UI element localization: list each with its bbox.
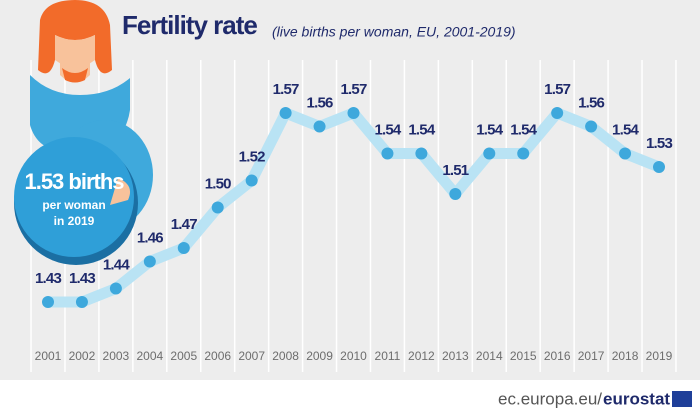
marker	[551, 107, 564, 119]
value-label: 1.43	[69, 270, 95, 287]
value-label: 1.52	[239, 148, 265, 165]
callout-text: in 2019	[54, 214, 95, 228]
value-label: 1.56	[307, 94, 333, 111]
x-tick-label: 2012	[408, 349, 435, 363]
marker	[42, 296, 54, 308]
chart-subtitle: (live births per woman, EU, 2001-2019)	[272, 24, 516, 40]
x-tick-label: 2003	[103, 349, 130, 363]
marker	[483, 147, 496, 160]
x-tick-label: 2013	[442, 349, 469, 363]
value-label: 1.46	[137, 229, 163, 246]
value-label: 1.54	[408, 121, 435, 138]
value-label: 1.47	[171, 216, 197, 233]
x-tick-label: 2001	[35, 349, 62, 363]
value-label: 1.54	[510, 121, 537, 138]
footer-background	[0, 380, 700, 419]
x-tick-label: 2006	[204, 349, 231, 363]
marker	[347, 107, 360, 119]
chart-title: Fertility rate	[122, 10, 257, 40]
x-tick-label: 2002	[69, 349, 96, 363]
value-label: 1.50	[205, 175, 231, 192]
x-tick-label: 2007	[238, 349, 265, 363]
x-tick-label: 2009	[306, 349, 333, 363]
marker	[585, 120, 598, 133]
source-brand: eurostat	[603, 389, 670, 408]
marker	[313, 120, 326, 133]
marker	[245, 174, 258, 187]
value-label: 1.57	[341, 81, 367, 98]
x-tick-label: 2014	[476, 349, 503, 363]
marker	[143, 255, 156, 268]
value-label: 1.51	[442, 162, 468, 179]
illustration	[14, 0, 153, 265]
callout-text: per woman	[42, 198, 105, 212]
value-label: 1.53	[646, 135, 672, 152]
marker	[177, 242, 190, 254]
callout-headline: 1.53 births	[24, 169, 124, 194]
marker	[653, 161, 665, 173]
value-label: 1.56	[578, 94, 604, 111]
x-tick-label: 2010	[340, 349, 367, 363]
value-label: 1.54	[476, 121, 503, 138]
marker	[517, 147, 530, 160]
x-tick-label: 2018	[612, 349, 639, 363]
marker	[449, 188, 462, 200]
source-domain: ec.europa.eu/	[498, 389, 602, 408]
value-label: 1.57	[544, 81, 570, 98]
marker	[75, 296, 88, 308]
x-tick-label: 2016	[544, 349, 571, 363]
x-tick-label: 2011	[375, 349, 401, 363]
x-tick-label: 2004	[136, 349, 163, 363]
x-tick-label: 2008	[272, 349, 299, 363]
x-tick-label: 2015	[510, 349, 537, 363]
value-label: 1.44	[103, 256, 130, 273]
value-label: 1.43	[35, 270, 61, 287]
marker	[279, 107, 292, 119]
value-label: 1.54	[374, 121, 401, 138]
x-tick-label: 2005	[170, 349, 197, 363]
value-label: 1.57	[273, 81, 299, 98]
x-tick-label: 2017	[578, 349, 605, 363]
marker	[211, 201, 224, 214]
marker	[109, 282, 122, 295]
eu-flag	[672, 391, 692, 407]
marker	[381, 147, 394, 160]
x-tick-label: 2019	[646, 349, 673, 363]
value-label: 1.54	[612, 121, 639, 138]
marker	[415, 147, 428, 160]
marker	[619, 147, 632, 160]
